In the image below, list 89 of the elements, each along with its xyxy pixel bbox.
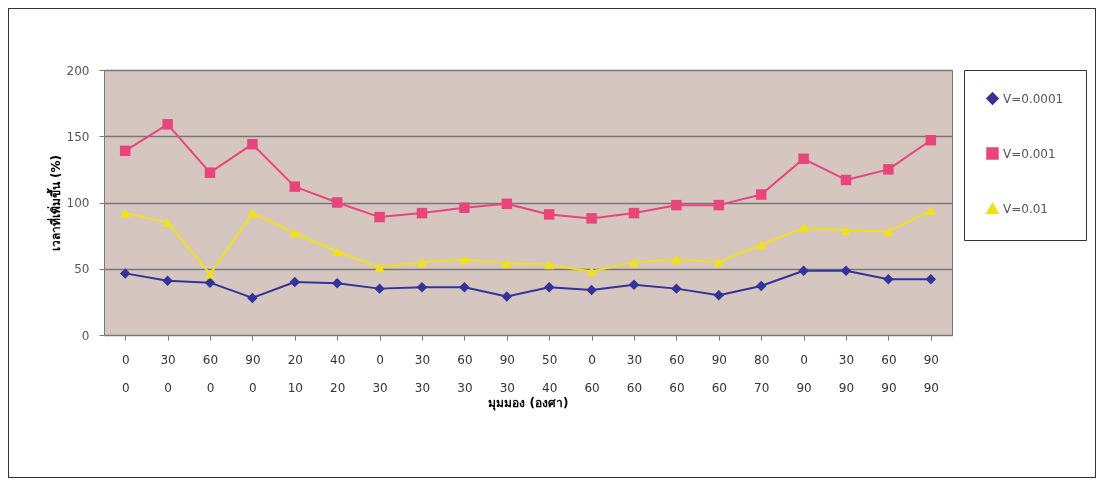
point (374, 283, 385, 294)
x-tick-label: 30 30 (414, 352, 431, 395)
point (628, 279, 640, 290)
point (119, 208, 131, 218)
x-tick-label: 60 30 (457, 352, 473, 395)
point (204, 167, 216, 178)
point (416, 257, 428, 267)
point (204, 269, 216, 279)
point (883, 274, 894, 285)
legend-label: V=0.001 (1003, 146, 1056, 161)
y-tick-label: 0 (81, 328, 90, 343)
point (925, 134, 937, 146)
point (247, 208, 258, 218)
point (459, 202, 470, 214)
point (586, 213, 597, 224)
point (883, 164, 894, 175)
point (374, 262, 385, 272)
point (247, 292, 258, 304)
point (883, 227, 894, 237)
point (331, 246, 343, 257)
x-tick-label: 30 90 (838, 352, 855, 395)
point (119, 268, 131, 279)
point (459, 254, 470, 265)
point (713, 290, 725, 301)
point (247, 138, 258, 150)
point (840, 265, 852, 276)
point (374, 211, 385, 223)
point (671, 283, 682, 294)
point (671, 254, 682, 265)
x-tick-label: 0 90 (796, 352, 812, 395)
point (162, 119, 173, 130)
point (501, 291, 513, 302)
point (798, 265, 809, 276)
x-tick-label: 0 0 (121, 352, 130, 395)
point (925, 205, 937, 215)
point (289, 181, 301, 192)
point (459, 282, 470, 293)
x-tick-label: 20 10 (287, 352, 303, 395)
x-tick-label: 0 30 (372, 352, 388, 395)
point (755, 240, 767, 250)
x-axis-title: มุมมอง (องศา) (488, 395, 569, 411)
point (543, 282, 555, 293)
x-tick-label: 60 60 (669, 352, 685, 395)
point (840, 225, 852, 235)
x-tick-label: 30 0 (160, 352, 176, 395)
point (586, 284, 597, 296)
point (331, 197, 343, 208)
point (119, 145, 131, 157)
point (755, 189, 767, 200)
x-tick-label: 90 30 (499, 352, 515, 395)
point (501, 258, 513, 268)
point (162, 275, 173, 286)
legend-label: V=0.0001 (1003, 91, 1064, 106)
point (628, 257, 640, 267)
y-tick-label: 200 (66, 63, 90, 78)
point (501, 198, 513, 210)
point (798, 153, 809, 165)
point (289, 228, 301, 238)
point (162, 217, 173, 227)
point (543, 209, 555, 220)
point (586, 266, 597, 276)
x-tick-label: 80 70 (754, 352, 770, 395)
x-tick-label: 40 20 (330, 352, 346, 395)
x-tick-label: 0 60 (584, 352, 600, 395)
point (713, 257, 725, 267)
y-tick-label: 50 (74, 262, 90, 277)
x-tick-label: 60 0 (202, 352, 219, 395)
point (416, 207, 428, 219)
y-tick-label: 150 (66, 129, 90, 144)
y-axis-title: เวลาที่เพิ่มขึ้น (%) (45, 154, 63, 252)
x-tick-label: 90 0 (245, 352, 261, 395)
x-tick-label: 30 60 (626, 352, 643, 395)
y-tick-label: 100 (66, 196, 90, 210)
point (713, 199, 725, 211)
x-tick-label: 50 40 (542, 352, 558, 395)
point (798, 223, 809, 233)
x-tick-label: 90 60 (711, 352, 727, 395)
point (925, 274, 937, 285)
x-tick-label: 90 90 (923, 352, 939, 395)
point (543, 260, 555, 270)
point (755, 280, 767, 292)
point (671, 199, 682, 211)
x-tick-label: 60 90 (881, 352, 897, 395)
point (331, 278, 343, 289)
point (628, 207, 640, 219)
legend-label: V=0.01 (1003, 201, 1048, 216)
point (289, 276, 301, 288)
point (840, 174, 852, 186)
point (416, 282, 428, 293)
